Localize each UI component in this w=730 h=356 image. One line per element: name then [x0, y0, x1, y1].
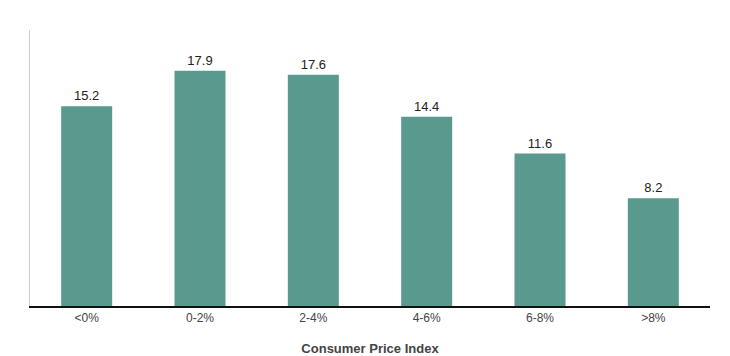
- svg-text:6-8%: 6-8%: [526, 311, 554, 325]
- svg-text:11.6: 11.6: [528, 136, 552, 151]
- svg-text:8.2: 8.2: [644, 180, 662, 195]
- svg-text:17.6: 17.6: [301, 57, 326, 72]
- svg-text:2-4%: 2-4%: [299, 311, 327, 325]
- svg-text:<0%: <0%: [74, 311, 99, 325]
- svg-text:0-2%: 0-2%: [186, 311, 214, 325]
- svg-text:17.9: 17.9: [187, 53, 212, 68]
- svg-text:15.2: 15.2: [74, 88, 99, 103]
- svg-text:>8%: >8%: [641, 311, 666, 325]
- svg-text:4-6%: 4-6%: [413, 311, 441, 325]
- svg-text:Consumer Price Index: Consumer Price Index: [301, 341, 439, 356]
- svg-text:14.4: 14.4: [414, 99, 439, 114]
